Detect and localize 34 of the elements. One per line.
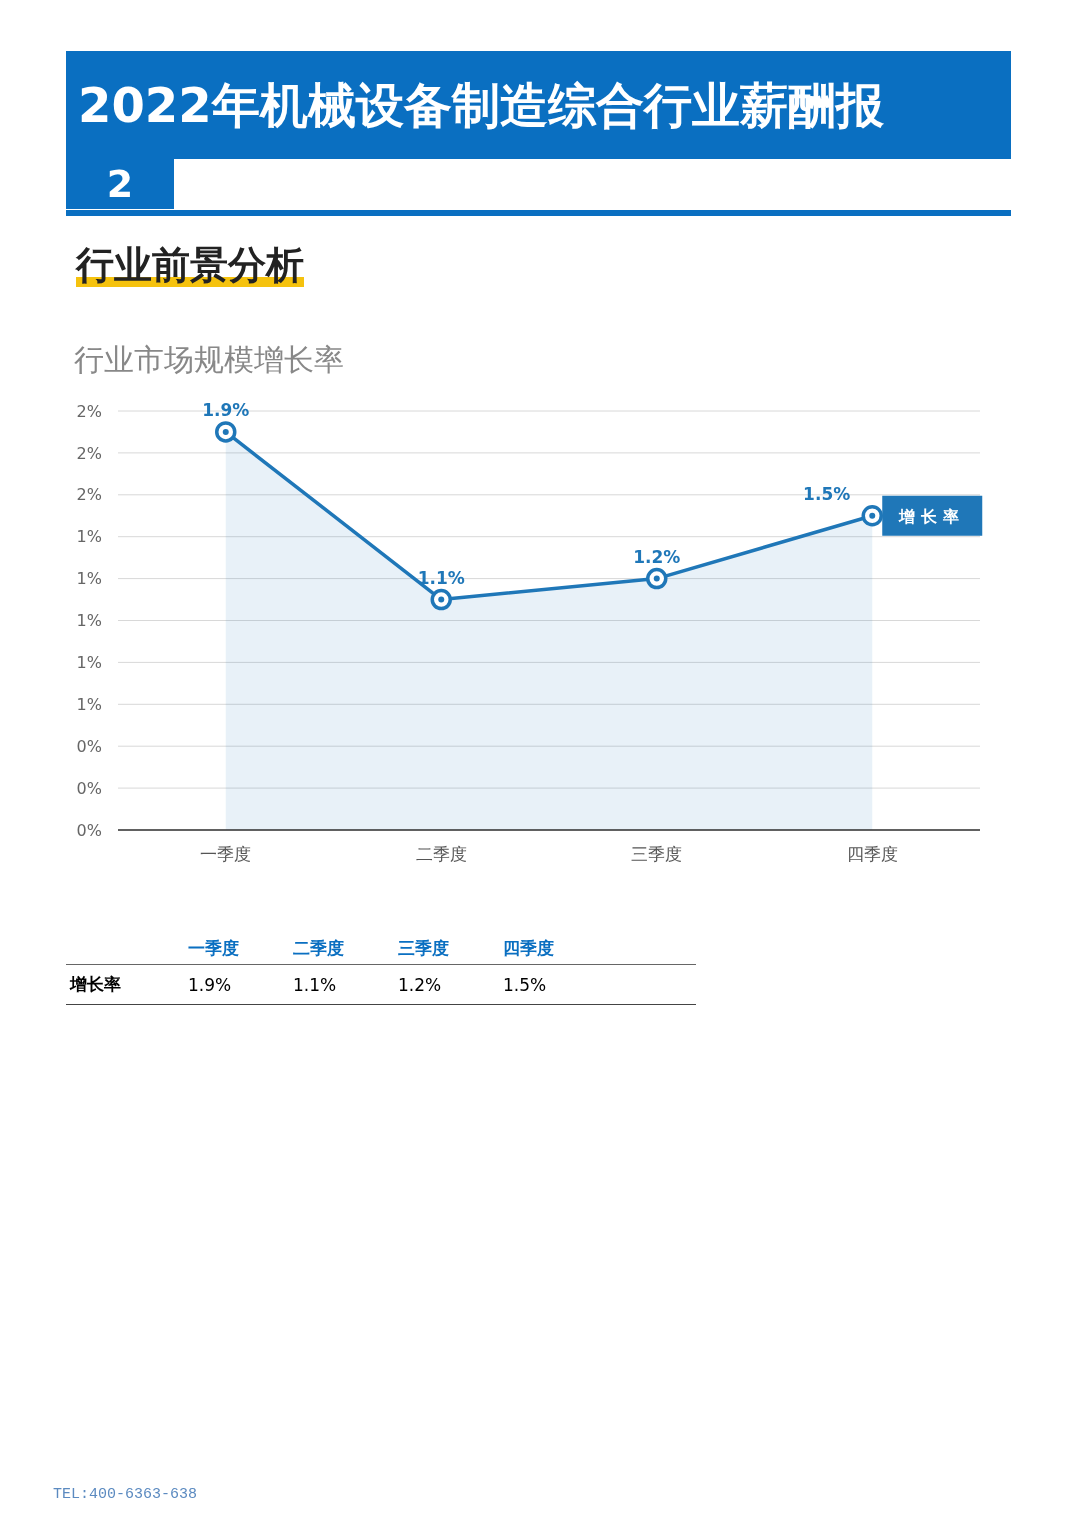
x-tick-label: 二季度 <box>415 844 467 865</box>
category-label: 二季度 <box>293 938 344 958</box>
data-label: 1.2% <box>633 546 681 567</box>
text: 2 <box>66 159 174 209</box>
y-tick-label: 1% <box>76 694 102 714</box>
x-tick-label: 四季度 <box>846 844 898 865</box>
text: TEL:400-6363-638 <box>53 1486 198 1503</box>
text: 1.5% <box>503 974 547 995</box>
text: 增长率 <box>70 974 121 994</box>
y-tick-label: 0% <box>76 778 102 798</box>
y-tick-label: 2% <box>76 401 102 421</box>
x-tick-label: 一季度 <box>200 844 252 865</box>
y-tick-label: 0% <box>76 736 102 756</box>
y-tick-label: 1% <box>76 569 102 589</box>
data-label: 1.1% <box>417 567 465 588</box>
y-tick-label: 0% <box>76 820 102 840</box>
text: 1.9% <box>188 974 232 995</box>
text: 2022年机械设备制造综合行业薪酬报 <box>66 51 1011 159</box>
chart-title: 行业市场规模增长率 <box>74 341 344 379</box>
category-label: 四季度 <box>503 938 554 958</box>
category-label: 一季度 <box>188 938 239 958</box>
text: 1.1% <box>293 974 337 995</box>
data-label: 1.5% <box>803 483 851 504</box>
category-label: 三季度 <box>398 938 449 958</box>
data-label: 1.9% <box>202 399 250 420</box>
y-tick-label: 1% <box>76 527 102 547</box>
text: 行业前景分析 <box>76 243 304 287</box>
series-label: 增长率 <box>898 506 966 526</box>
text: 1.2% <box>398 974 442 995</box>
y-tick-label: 2% <box>76 443 102 463</box>
y-tick-label: 2% <box>76 485 102 505</box>
x-tick-label: 三季度 <box>631 844 683 865</box>
y-tick-label: 1% <box>76 611 102 631</box>
y-tick-label: 1% <box>76 653 102 673</box>
